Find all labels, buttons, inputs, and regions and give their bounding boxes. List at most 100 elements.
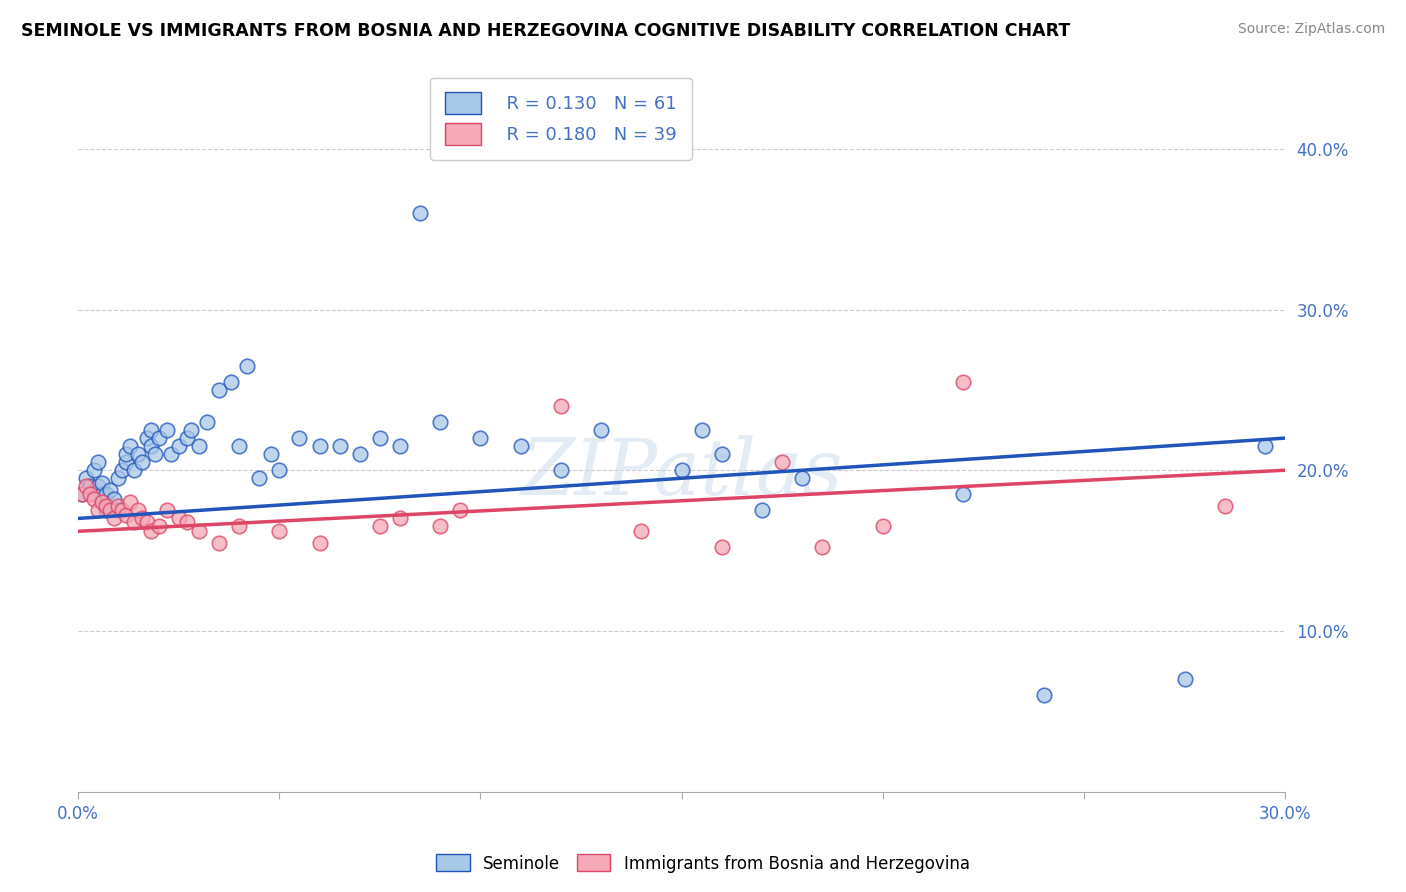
Point <box>75 471 97 485</box>
Point <box>103 492 125 507</box>
Point <box>120 495 142 509</box>
Legend:   R = 0.130   N = 61,   R = 0.180   N = 39: R = 0.130 N = 61, R = 0.180 N = 39 <box>430 78 692 160</box>
Point <box>124 515 146 529</box>
Point <box>409 206 432 220</box>
Point <box>87 455 110 469</box>
Point <box>236 359 259 373</box>
Point <box>247 471 270 485</box>
Point <box>1174 672 1197 686</box>
Point <box>167 511 190 525</box>
Point <box>87 479 110 493</box>
Point <box>219 375 242 389</box>
Point <box>156 503 179 517</box>
Point <box>288 431 311 445</box>
Point <box>91 487 114 501</box>
Point <box>83 487 105 501</box>
Point <box>98 483 121 497</box>
Point <box>83 463 105 477</box>
Point <box>98 503 121 517</box>
Point <box>115 508 138 523</box>
Point <box>952 487 974 501</box>
Point <box>228 519 250 533</box>
Point <box>308 535 330 549</box>
Point <box>329 439 352 453</box>
Point <box>1032 688 1054 702</box>
Point <box>156 423 179 437</box>
Point <box>143 447 166 461</box>
Point <box>148 431 170 445</box>
Point <box>127 447 149 461</box>
Point <box>176 431 198 445</box>
Point <box>269 524 291 539</box>
Text: Source: ZipAtlas.com: Source: ZipAtlas.com <box>1237 22 1385 37</box>
Point <box>70 487 93 501</box>
Point <box>131 511 153 525</box>
Point <box>368 431 391 445</box>
Point <box>91 495 114 509</box>
Point <box>770 455 793 469</box>
Point <box>389 511 412 525</box>
Point <box>103 511 125 525</box>
Point <box>107 499 129 513</box>
Point <box>710 541 733 555</box>
Point <box>449 503 471 517</box>
Point <box>79 479 101 493</box>
Point <box>159 447 181 461</box>
Point <box>135 431 157 445</box>
Legend: Seminole, Immigrants from Bosnia and Herzegovina: Seminole, Immigrants from Bosnia and Her… <box>430 847 976 880</box>
Point <box>591 423 613 437</box>
Point <box>630 524 652 539</box>
Point <box>139 439 162 453</box>
Point <box>120 439 142 453</box>
Point <box>87 503 110 517</box>
Point <box>195 415 218 429</box>
Point <box>308 439 330 453</box>
Point <box>139 423 162 437</box>
Point <box>107 503 129 517</box>
Point <box>872 519 894 533</box>
Point <box>952 375 974 389</box>
Point <box>124 463 146 477</box>
Point <box>111 463 134 477</box>
Point <box>70 487 93 501</box>
Point <box>83 492 105 507</box>
Text: SEMINOLE VS IMMIGRANTS FROM BOSNIA AND HERZEGOVINA COGNITIVE DISABILITY CORRELAT: SEMINOLE VS IMMIGRANTS FROM BOSNIA AND H… <box>21 22 1070 40</box>
Point <box>187 524 209 539</box>
Point <box>509 439 531 453</box>
Point <box>176 515 198 529</box>
Point <box>96 499 118 513</box>
Point <box>792 471 814 485</box>
Point <box>148 519 170 533</box>
Point <box>550 399 572 413</box>
Point <box>127 503 149 517</box>
Point <box>228 439 250 453</box>
Point <box>260 447 283 461</box>
Point <box>91 476 114 491</box>
Point <box>131 455 153 469</box>
Point <box>111 503 134 517</box>
Point <box>208 383 231 397</box>
Point <box>368 519 391 533</box>
Point <box>180 423 202 437</box>
Point <box>690 423 713 437</box>
Point <box>550 463 572 477</box>
Point <box>429 415 451 429</box>
Point <box>96 503 118 517</box>
Point <box>1213 499 1236 513</box>
Point <box>167 439 190 453</box>
Point <box>135 515 157 529</box>
Point <box>115 447 138 461</box>
Point <box>115 455 138 469</box>
Point <box>349 447 371 461</box>
Point <box>1254 439 1277 453</box>
Point <box>75 479 97 493</box>
Point <box>470 431 492 445</box>
Point <box>139 524 162 539</box>
Point <box>811 541 834 555</box>
Point <box>710 447 733 461</box>
Point <box>96 487 118 501</box>
Point <box>107 471 129 485</box>
Point <box>389 439 412 453</box>
Point <box>187 439 209 453</box>
Point <box>79 487 101 501</box>
